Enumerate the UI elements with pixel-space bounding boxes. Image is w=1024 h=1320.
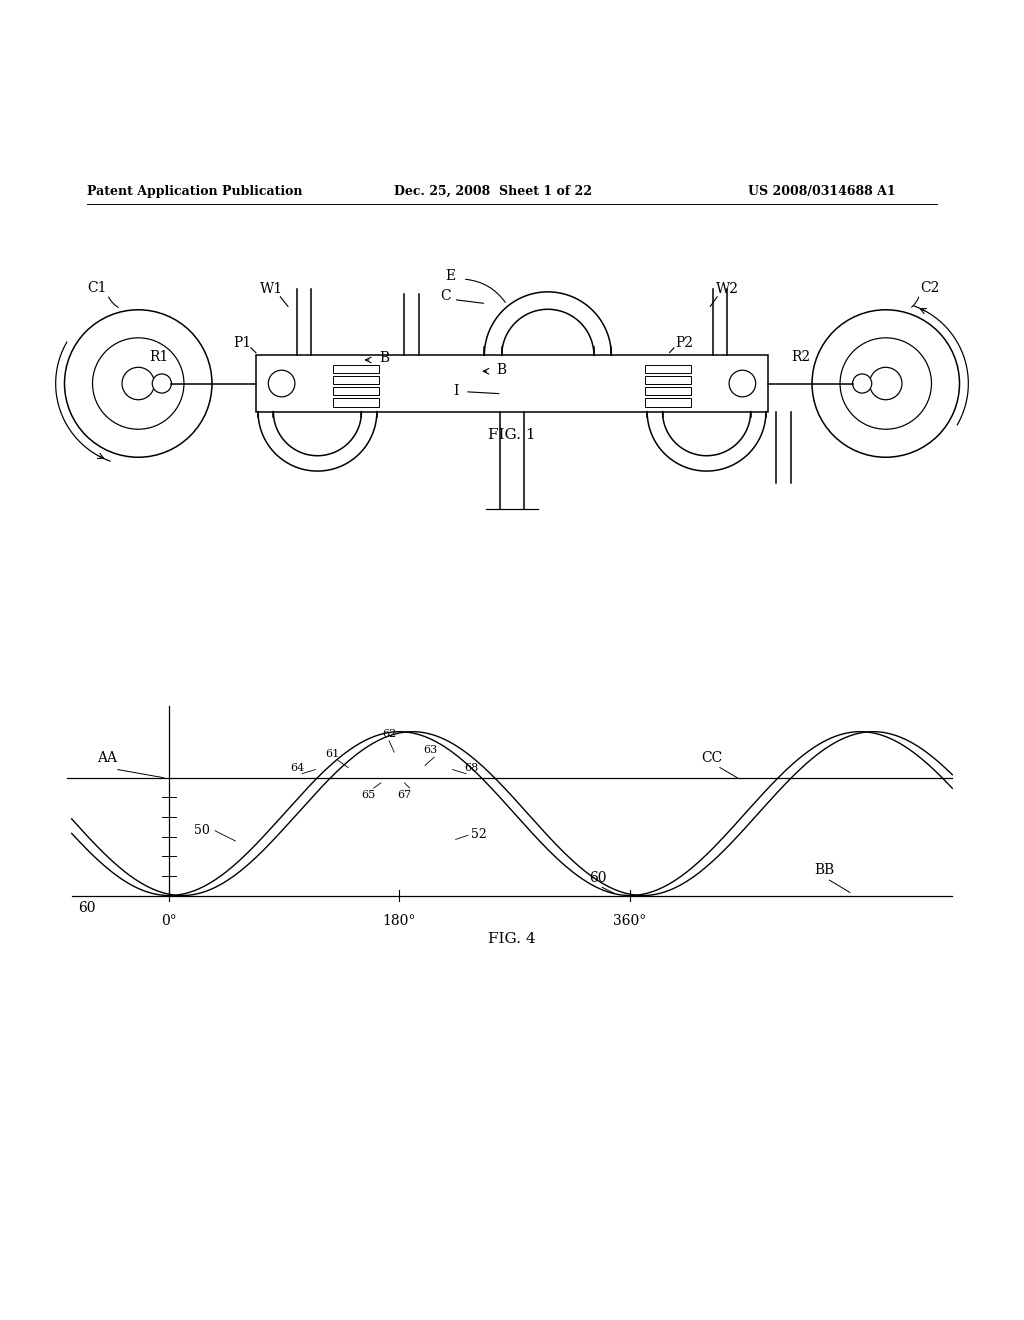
Bar — [256, 355, 768, 412]
Text: W2: W2 — [716, 282, 738, 296]
Text: P1: P1 — [233, 335, 252, 350]
Text: US 2008/0314688 A1: US 2008/0314688 A1 — [748, 185, 895, 198]
Text: R1: R1 — [150, 350, 168, 364]
Text: 61: 61 — [326, 750, 340, 759]
Text: P2: P2 — [675, 335, 693, 350]
Text: 360°: 360° — [613, 913, 646, 928]
Text: 50: 50 — [194, 824, 210, 837]
Text: FIG. 4: FIG. 4 — [488, 932, 536, 945]
Text: BB: BB — [814, 863, 835, 876]
Bar — [333, 364, 379, 372]
Bar — [645, 399, 691, 407]
Text: 52: 52 — [471, 828, 486, 841]
Text: 0°: 0° — [161, 913, 177, 928]
Circle shape — [92, 338, 184, 429]
Circle shape — [122, 367, 155, 400]
Text: R2: R2 — [792, 350, 810, 364]
Text: Dec. 25, 2008  Sheet 1 of 22: Dec. 25, 2008 Sheet 1 of 22 — [394, 185, 592, 198]
Text: W1: W1 — [260, 282, 283, 296]
Text: B: B — [497, 363, 507, 378]
Circle shape — [853, 374, 871, 393]
Bar — [645, 376, 691, 384]
Text: 62: 62 — [382, 729, 396, 739]
Text: 180°: 180° — [383, 913, 416, 928]
Text: AA: AA — [97, 751, 118, 766]
Bar — [333, 399, 379, 407]
Bar — [645, 364, 691, 372]
Text: I: I — [453, 384, 459, 397]
Text: E: E — [445, 269, 456, 282]
Bar — [333, 387, 379, 395]
Circle shape — [153, 374, 171, 393]
Text: 65: 65 — [361, 791, 376, 800]
Text: CC: CC — [701, 751, 723, 766]
Circle shape — [869, 367, 902, 400]
Text: 64: 64 — [290, 763, 304, 772]
Text: C: C — [440, 289, 451, 304]
Circle shape — [729, 370, 756, 397]
Text: 63: 63 — [423, 746, 437, 755]
Circle shape — [812, 310, 959, 457]
Text: B: B — [379, 351, 389, 364]
Text: Patent Application Publication: Patent Application Publication — [87, 185, 302, 198]
Bar — [645, 387, 691, 395]
Circle shape — [840, 338, 932, 429]
Circle shape — [268, 370, 295, 397]
Bar — [333, 376, 379, 384]
Text: FIG. 1: FIG. 1 — [488, 428, 536, 442]
Text: 60: 60 — [589, 871, 606, 886]
Text: C2: C2 — [921, 281, 939, 296]
Circle shape — [65, 310, 212, 457]
Text: 68: 68 — [464, 763, 478, 772]
Text: C1: C1 — [87, 281, 108, 296]
Text: 67: 67 — [397, 791, 412, 800]
Text: 60: 60 — [78, 900, 96, 915]
